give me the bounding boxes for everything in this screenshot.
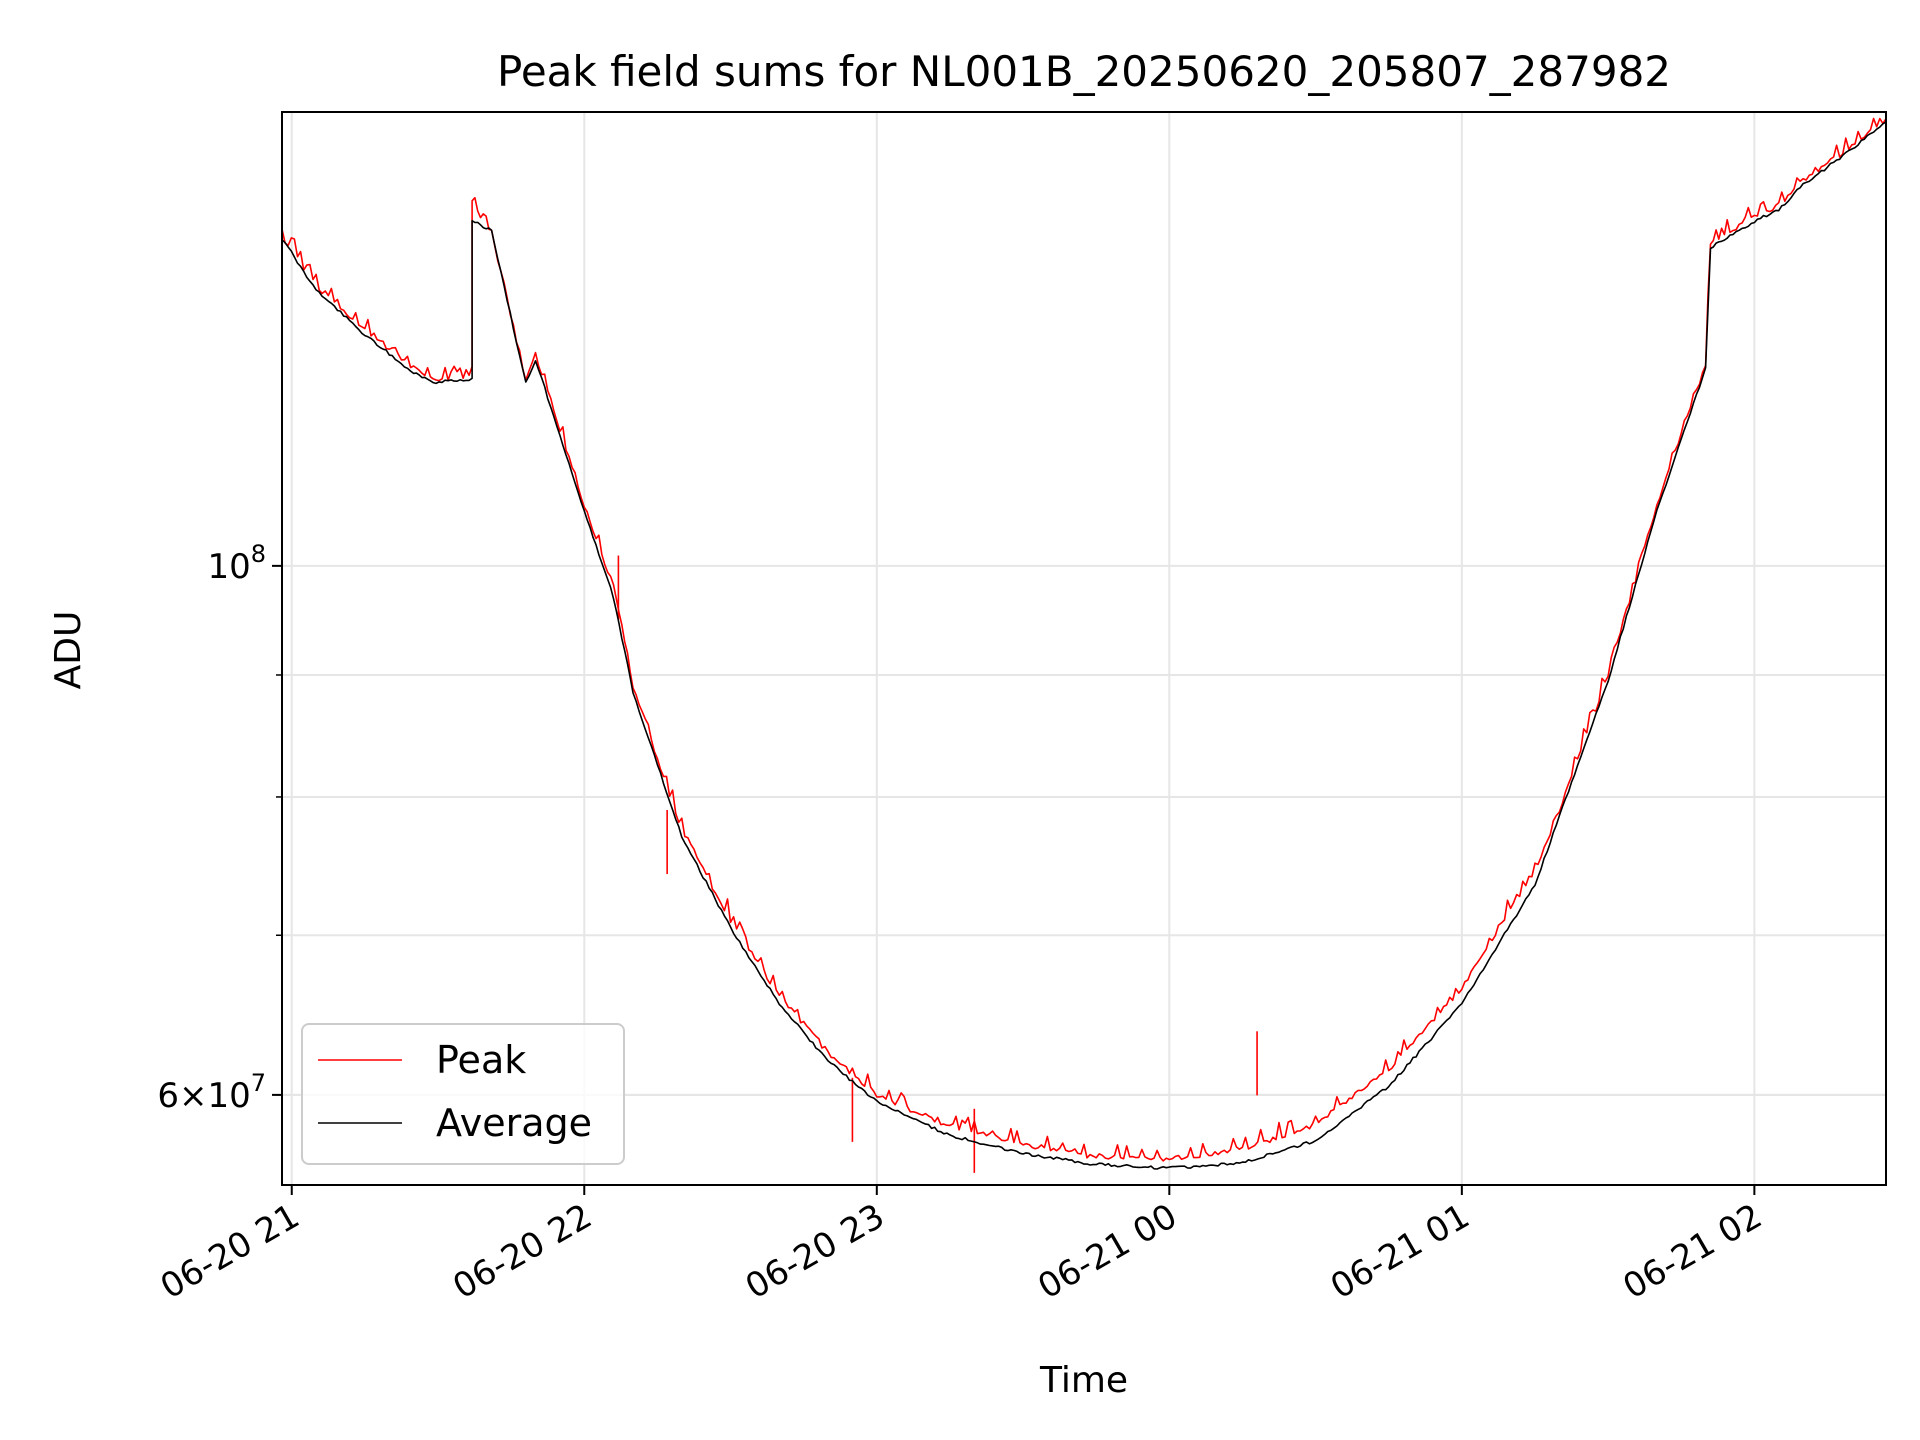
legend-box bbox=[301, 1023, 625, 1165]
legend-label-peak: Peak bbox=[436, 1038, 526, 1082]
plot-frame bbox=[281, 111, 1887, 1186]
grid-layer bbox=[282, 112, 1886, 1185]
series-line-average bbox=[281, 121, 1887, 1170]
chart-title: Peak field sums for NL001B_20250620_2058… bbox=[497, 47, 1671, 96]
series-line-peak bbox=[281, 117, 1887, 1162]
y-tick-label: 6×107 bbox=[157, 1069, 266, 1116]
x-axis-label: Time bbox=[1039, 1360, 1128, 1401]
y-tick-base: 10 bbox=[207, 547, 250, 587]
y-tick-exponent: 8 bbox=[251, 540, 266, 568]
legend-label-average: Average bbox=[436, 1101, 592, 1145]
y-tick-exponent: 7 bbox=[251, 1069, 266, 1097]
y-tick-label: 108 bbox=[207, 540, 266, 587]
y-tick-base: 6×10 bbox=[157, 1076, 250, 1116]
series-layer bbox=[281, 117, 1887, 1173]
y-axis-label: ADU bbox=[48, 611, 89, 690]
legend: Peak Average bbox=[301, 1023, 625, 1165]
